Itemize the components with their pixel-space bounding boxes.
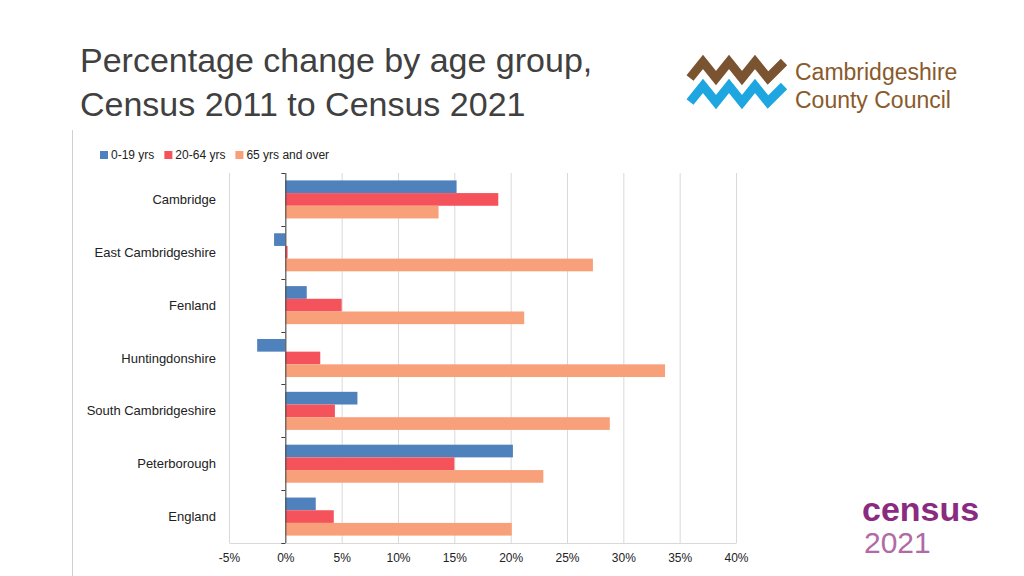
bar: [285, 180, 456, 193]
y-tick-label: Cambridge: [152, 192, 216, 207]
y-boundary-tick: [281, 490, 285, 491]
x-tick: 35%: [668, 543, 692, 565]
y-tick-label: Fenland: [169, 298, 216, 313]
x-tick: 0%: [277, 543, 295, 565]
grid-line: [342, 173, 343, 543]
x-tick-label: 10%: [386, 551, 410, 565]
y-boundary-tick: [281, 437, 285, 438]
y-boundary-tick: [281, 279, 285, 280]
legend-swatch: [164, 151, 172, 159]
x-tick: 25%: [555, 543, 579, 565]
y-boundary-tick: [281, 543, 285, 544]
logo-text: County Council: [795, 87, 951, 113]
series: [257, 180, 513, 510]
grid: [230, 173, 737, 543]
logo-text: Cambridgeshire: [795, 59, 957, 85]
x-tick: 20%: [499, 543, 523, 565]
chart-border: [72, 130, 73, 576]
legend: 0-19 yrs 20-64 yrs 65 yrs and over: [100, 148, 329, 162]
grid-line: [398, 173, 399, 543]
bar: [285, 457, 454, 470]
series: [285, 206, 665, 536]
y-tick-label: Huntingdonshire: [121, 351, 216, 366]
bar: [285, 417, 609, 430]
bar: [285, 206, 438, 219]
logo-zigzag-blue: [690, 86, 784, 102]
legend-label: 65 yrs and over: [246, 148, 329, 162]
y-tick-label: South Cambridgeshire: [87, 403, 216, 418]
x-axis: -5% 0% 5% 10% 15% 20% 25% 30% 35% 40%: [219, 543, 749, 565]
y-boundary-tick: [281, 332, 285, 333]
council-logo: CambridgeshireCounty Council: [690, 59, 957, 113]
legend-item: 20-64 yrs: [164, 148, 225, 162]
bar: [285, 286, 306, 299]
legend-item: 65 yrs and over: [235, 148, 329, 162]
grid-line: [736, 173, 737, 543]
y-axis: Cambridge East Cambridgeshire Fenland Hunti…: [87, 173, 286, 544]
bar: [285, 498, 315, 511]
legend-label: 20-64 yrs: [175, 148, 225, 162]
bar: [285, 445, 513, 458]
x-tick: -5%: [219, 543, 241, 565]
x-tick-label: 40%: [724, 551, 748, 565]
x-tick-label: 35%: [668, 551, 692, 565]
x-tick-label: 20%: [499, 551, 523, 565]
bar: [285, 193, 498, 206]
x-tick: 15%: [443, 543, 467, 565]
grid-line: [229, 173, 230, 543]
y-tick-label: England: [168, 509, 216, 524]
x-tick: 5%: [333, 543, 351, 565]
bar: [285, 392, 357, 405]
legend-swatch: [100, 151, 108, 159]
slide: Percentage change by age group, Census 20…: [0, 0, 1024, 576]
y-boundary-tick: [281, 384, 285, 385]
legend-label: 0-19 yrs: [111, 148, 154, 162]
x-tick-label: -5%: [219, 551, 241, 565]
x-tick: 40%: [724, 543, 748, 565]
x-tick-label: 5%: [333, 551, 351, 565]
grid-line: [511, 173, 512, 543]
bar: [285, 259, 593, 272]
title: Percentage change by age group, Census 20…: [80, 41, 592, 123]
y-boundary-tick: [281, 226, 285, 227]
x-tick-label: 30%: [612, 551, 636, 565]
bar: [285, 364, 665, 377]
y-tick-label: East Cambridgeshire: [95, 245, 216, 260]
title-line: Census 2011 to Census 2021: [80, 85, 525, 123]
logo-zigzag-brown: [690, 62, 784, 78]
bar: [285, 470, 543, 483]
bar: [285, 523, 511, 536]
bar: [285, 311, 524, 324]
grid-line: [623, 173, 624, 543]
x-axis-line: [230, 543, 737, 544]
y-boundary-tick: [281, 173, 285, 174]
bar: [257, 339, 285, 352]
census-logo-text: census: [862, 490, 979, 528]
grid-line: [680, 173, 681, 543]
x-tick-label: 0%: [277, 551, 295, 565]
x-tick-label: 15%: [443, 551, 467, 565]
bar: [285, 299, 341, 312]
x-tick-label: 25%: [555, 551, 579, 565]
title-line: Percentage change by age group,: [80, 41, 592, 79]
census-logo-year: 2021: [864, 526, 931, 559]
grid-line: [285, 173, 286, 543]
y-axis-line: [285, 173, 286, 543]
grid-line: [567, 173, 568, 543]
y-tick-label: Peterborough: [137, 456, 216, 471]
bar: [274, 233, 285, 246]
bar: [285, 405, 335, 418]
legend-swatch: [235, 151, 243, 159]
bar: [285, 510, 333, 523]
grid-line: [454, 173, 455, 543]
bars: [257, 180, 665, 535]
x-tick: 30%: [612, 543, 636, 565]
bar: [285, 352, 320, 365]
x-tick: 10%: [386, 543, 410, 565]
legend-item: 0-19 yrs: [100, 148, 154, 162]
